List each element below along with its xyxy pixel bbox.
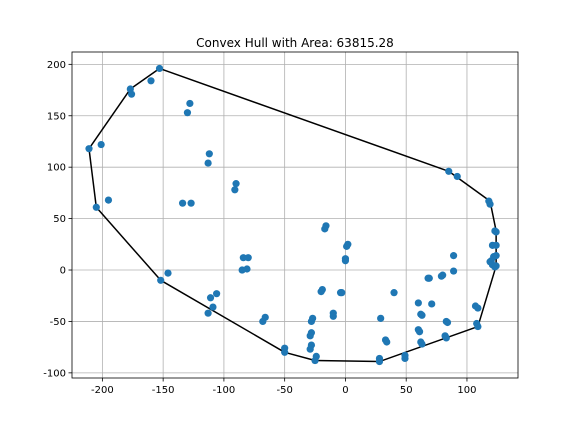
y-tick-label: 200 <box>47 60 66 71</box>
data-point <box>449 252 458 260</box>
data-point <box>492 241 500 249</box>
data-point <box>178 199 187 207</box>
data-points <box>85 64 500 366</box>
data-point <box>453 172 461 181</box>
data-point <box>445 167 453 175</box>
x-tick-label: -100 <box>213 385 236 396</box>
data-point <box>442 334 450 342</box>
x-tick-label: 50 <box>400 385 413 396</box>
data-point <box>243 265 251 273</box>
data-point <box>329 312 337 320</box>
data-point <box>415 328 424 336</box>
data-point <box>92 203 100 211</box>
data-point <box>127 90 136 98</box>
hull-edge <box>129 67 160 90</box>
data-point <box>474 322 482 331</box>
data-point <box>147 77 155 85</box>
data-point <box>231 186 239 194</box>
data-point <box>281 348 289 356</box>
hull-edge <box>477 265 497 327</box>
data-point <box>390 289 398 297</box>
data-point <box>183 109 192 117</box>
x-tick-label: -50 <box>276 385 292 396</box>
data-point <box>437 272 446 280</box>
hull-edge <box>159 67 449 173</box>
data-point <box>311 356 319 365</box>
y-tick-label: 0 <box>60 266 66 277</box>
data-point <box>377 314 385 322</box>
hull-edge <box>315 359 380 363</box>
data-point <box>474 304 482 312</box>
data-point <box>85 145 93 153</box>
y-tick-label: -50 <box>50 317 66 328</box>
data-point <box>492 252 500 260</box>
data-point <box>491 227 499 235</box>
data-point <box>232 180 240 188</box>
x-axis: -200 -150 -100 -50 0 50 100 <box>91 378 477 396</box>
data-point <box>428 300 436 308</box>
hull-edge <box>379 325 479 363</box>
x-tick-label: 100 <box>457 385 476 396</box>
data-point <box>414 299 422 307</box>
data-point <box>401 354 409 363</box>
data-point <box>418 340 426 348</box>
grid <box>72 52 518 378</box>
data-point <box>206 294 215 302</box>
hull-edge <box>88 148 98 208</box>
data-point <box>186 99 194 108</box>
data-point <box>338 289 346 297</box>
data-point <box>259 317 267 326</box>
data-point <box>213 290 221 298</box>
x-tick-label: -200 <box>91 385 114 396</box>
hull-edge <box>95 206 162 281</box>
data-point <box>449 267 458 275</box>
data-point <box>157 276 165 284</box>
data-point <box>425 274 433 282</box>
data-point <box>155 64 164 73</box>
data-point <box>204 159 212 167</box>
data-point <box>244 254 252 262</box>
data-point <box>375 357 384 366</box>
plot-frame <box>71 51 519 379</box>
y-tick-label: 150 <box>47 111 66 122</box>
chart-title: Convex Hull with Area: 63815.28 <box>196 36 394 50</box>
data-point <box>97 140 105 149</box>
data-point <box>418 311 426 319</box>
data-point <box>204 309 212 317</box>
data-point <box>317 288 325 296</box>
data-point <box>187 199 195 207</box>
data-point <box>383 338 391 346</box>
y-axis: -100 -50 0 50 100 150 200 <box>43 60 72 379</box>
x-tick-label: -150 <box>152 385 175 396</box>
data-point <box>492 262 500 270</box>
hull-edge <box>160 279 286 353</box>
data-point <box>209 303 217 311</box>
y-tick-label: -100 <box>43 368 66 379</box>
x-tick-label: 0 <box>342 385 348 396</box>
hull-edge <box>88 88 131 150</box>
data-point <box>321 225 329 233</box>
data-point <box>443 318 452 327</box>
data-point <box>307 317 316 326</box>
data-point <box>164 269 172 277</box>
y-tick-label: 50 <box>53 214 66 225</box>
data-point <box>486 200 494 208</box>
data-point <box>341 257 350 265</box>
data-point <box>205 150 213 158</box>
hull-edge <box>284 351 316 362</box>
data-point <box>306 345 314 353</box>
data-point <box>104 196 113 204</box>
data-point <box>306 332 314 340</box>
y-tick-label: 100 <box>47 163 66 174</box>
data-point <box>343 242 351 250</box>
